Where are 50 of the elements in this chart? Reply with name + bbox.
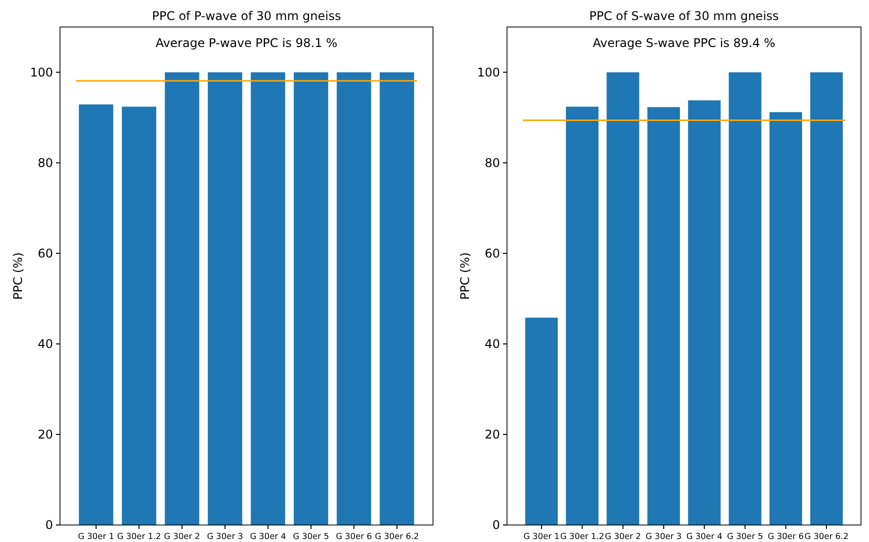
x-tick-label: G 30er 5: [727, 531, 764, 541]
x-tick-label: G 30er 3: [646, 531, 682, 541]
bar: [728, 72, 762, 525]
annotation: Average S-wave PPC is 89.4 %: [592, 36, 776, 50]
bar: [164, 72, 200, 525]
bar: [122, 106, 156, 525]
x-tick-label: G 30er 2: [164, 531, 200, 541]
bar: [294, 72, 328, 525]
y-tick-label: 100: [30, 65, 53, 80]
chart-title: PPC of P-wave of 30 mm gneiss: [152, 9, 341, 23]
bar: [606, 72, 640, 525]
bar: [525, 318, 558, 525]
x-tick-label: G 30er 6.2: [374, 531, 419, 541]
x-tick-label: G 30er 4: [686, 531, 722, 541]
y-tick-label: 100: [477, 65, 500, 80]
x-tick-label: G 30er 5: [292, 531, 329, 541]
x-tick-label: G 30er 4: [250, 531, 286, 541]
x-tick-label: G 30er 6.2: [804, 531, 848, 541]
x-tick-label: G 30er 6: [336, 531, 372, 541]
y-tick-label: 0: [492, 518, 500, 532]
bar: [250, 72, 286, 525]
x-tick-label: G 30er 1.2: [117, 531, 162, 541]
bar: [208, 72, 242, 525]
bar: [336, 72, 372, 525]
y-tick-label: 20: [484, 428, 500, 442]
y-tick-label: 20: [38, 428, 53, 442]
bar: [78, 104, 114, 525]
annotation: Average P-wave PPC is 98.1 %: [156, 36, 338, 50]
y-tick-label: 40: [484, 337, 500, 352]
x-tick-label: G 30er 6: [768, 531, 804, 541]
bar: [810, 72, 843, 525]
bar: [688, 100, 721, 525]
chart-title: PPC of S-wave of 30 mm gneiss: [589, 9, 779, 23]
bar: [647, 107, 680, 525]
y-tick-label: 60: [484, 246, 500, 261]
bar: [770, 112, 802, 525]
bar: [380, 72, 414, 525]
y-tick-label: 80: [484, 156, 500, 170]
x-tick-label: G 30er 1: [78, 531, 114, 541]
x-tick-label: G 30er 3: [206, 531, 244, 541]
y-tick-label: 60: [38, 246, 53, 261]
x-tick-label: G 30er 1: [523, 531, 560, 541]
x-tick-label: G 30er 2: [604, 531, 641, 541]
y-tick-label: 80: [38, 156, 53, 170]
y-tick-label: 0: [45, 518, 53, 532]
y-tick-label: 40: [38, 337, 53, 352]
x-tick-label: G 30er 1.2: [560, 531, 604, 541]
y-axis-title: PPC (%): [458, 252, 472, 300]
bar: [566, 106, 598, 525]
y-axis-title: PPC (%): [11, 252, 25, 300]
